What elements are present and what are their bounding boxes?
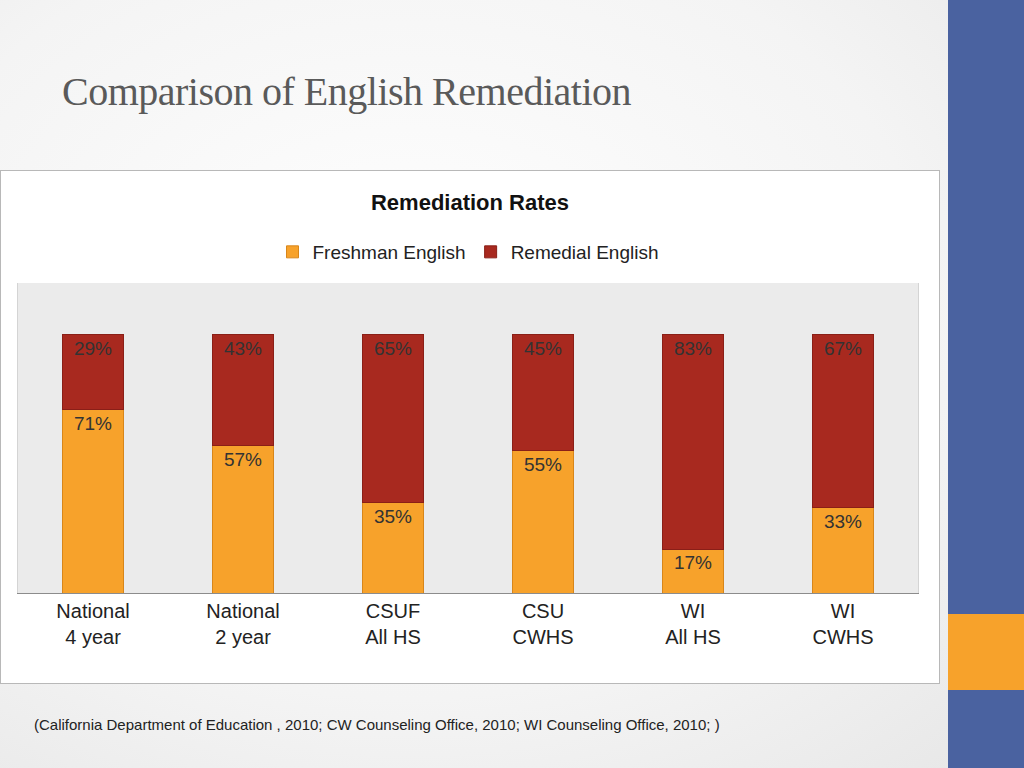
svg-text:Remedial English: Remedial English (511, 242, 659, 263)
svg-text:35%: 35% (374, 506, 412, 527)
svg-text:CSUCWHS: CSUCWHS (512, 600, 573, 648)
svg-text:Freshman English: Freshman English (313, 242, 466, 263)
svg-text:National4 year: National4 year (56, 600, 129, 648)
svg-text:65%: 65% (374, 338, 412, 359)
svg-text:Remediation Rates: Remediation Rates (371, 190, 569, 215)
svg-text:55%: 55% (524, 454, 562, 475)
svg-text:WICWHS: WICWHS (812, 600, 873, 648)
html-text:Comparison of English Remediat: Comparison of English Remediation (62, 69, 631, 114)
svg-text:57%: 57% (224, 449, 262, 470)
svg-text:33%: 33% (824, 511, 862, 532)
svg-text:17%: 17% (674, 552, 712, 573)
svg-text:CSUFAll HS: CSUFAll HS (365, 600, 421, 648)
svg-text:71%: 71% (74, 413, 112, 434)
svg-text:43%: 43% (224, 338, 262, 359)
html-text:(California Department of Educ: (California Department of Education , 20… (34, 716, 720, 733)
svg-text:29%: 29% (74, 338, 112, 359)
svg-text:83%: 83% (674, 338, 712, 359)
svg-text:WIAll HS: WIAll HS (665, 600, 721, 648)
svg-text:45%: 45% (524, 338, 562, 359)
svg-text:67%: 67% (824, 338, 862, 359)
svg-text:National2 year: National2 year (206, 600, 279, 648)
